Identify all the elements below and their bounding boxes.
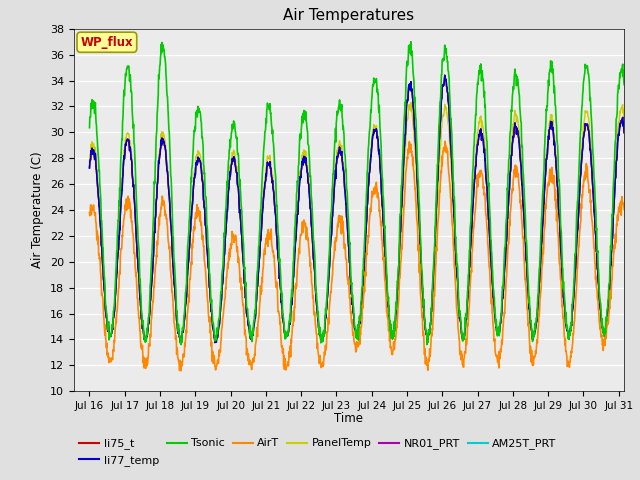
AM25T_PRT [177,340,185,346]
AirT [86,210,93,216]
PanelTemp [244,314,252,320]
li77_temp [293,211,301,217]
Line: PanelTemp: PanelTemp [90,102,636,343]
PanelTemp [407,99,415,105]
Text: WP_flux: WP_flux [81,36,133,49]
li77_temp [500,278,508,284]
X-axis label: Time: Time [334,412,364,425]
NR01_PRT [184,264,192,270]
PanelTemp [561,304,568,310]
AM25T_PRT [86,165,93,171]
li77_temp [441,72,449,78]
AM25T_PRT [184,264,192,270]
li77_temp [184,264,192,270]
li75_t [184,264,192,270]
Tsonic [195,109,202,115]
PanelTemp [184,262,192,268]
Tsonic [184,240,192,246]
li77_temp [195,158,202,164]
PanelTemp [177,340,185,346]
Line: Tsonic: Tsonic [90,42,636,345]
PanelTemp [195,152,202,157]
NR01_PRT [293,211,301,217]
Tsonic [86,125,93,131]
NR01_PRT [244,314,252,320]
AirT [632,312,640,318]
li75_t [177,340,185,346]
NR01_PRT [441,72,449,78]
Tsonic [500,263,508,269]
PanelTemp [500,275,508,280]
NR01_PRT [632,315,640,321]
AirT [293,267,301,273]
AM25T_PRT [244,314,252,320]
Title: Air Temperatures: Air Temperatures [284,9,414,24]
Line: li77_temp: li77_temp [90,75,636,343]
AM25T_PRT [632,315,640,321]
li75_t [500,278,508,284]
AirT [441,138,449,144]
Line: AirT: AirT [90,141,636,371]
NR01_PRT [500,278,508,284]
AirT [244,352,252,358]
Tsonic [561,297,568,302]
li77_temp [177,340,185,346]
AirT [184,305,192,311]
Y-axis label: Air Temperature (C): Air Temperature (C) [31,152,44,268]
Line: li75_t: li75_t [90,75,636,343]
NR01_PRT [561,305,568,311]
Line: NR01_PRT: NR01_PRT [90,75,636,343]
AirT [561,334,568,340]
NR01_PRT [177,340,185,346]
Line: AM25T_PRT: AM25T_PRT [90,75,636,343]
li75_t [195,158,202,164]
li77_temp [244,314,252,320]
AM25T_PRT [441,72,449,78]
li75_t [244,314,252,320]
AM25T_PRT [561,305,568,311]
PanelTemp [86,159,93,165]
li75_t [561,305,568,311]
li77_temp [632,315,640,321]
AM25T_PRT [195,158,202,164]
li75_t [293,211,301,217]
NR01_PRT [86,165,93,171]
AirT [500,314,508,320]
Tsonic [293,178,301,184]
li75_t [441,72,449,78]
PanelTemp [293,207,301,213]
Tsonic [407,39,415,45]
AirT [177,368,185,373]
li75_t [86,165,93,171]
li75_t [632,315,640,321]
Legend: li75_t, li77_temp, Tsonic, AirT, PanelTemp, NR01_PRT, AM25T_PRT: li75_t, li77_temp, Tsonic, AirT, PanelTe… [79,438,556,466]
Tsonic [632,311,640,316]
li77_temp [561,305,568,311]
PanelTemp [632,314,640,320]
AM25T_PRT [500,278,508,284]
Tsonic [244,306,252,312]
NR01_PRT [195,158,202,164]
AM25T_PRT [293,211,301,217]
li77_temp [86,165,93,171]
AirT [195,209,202,215]
Tsonic [177,342,185,348]
